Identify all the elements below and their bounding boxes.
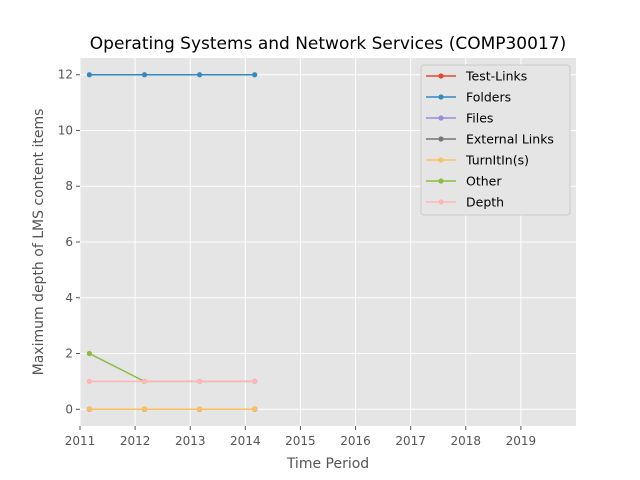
data-point (86, 72, 92, 78)
x-tick-label: 2013 (175, 434, 206, 448)
y-tick-label: 0 (65, 402, 73, 416)
legend-swatch-marker (438, 178, 444, 184)
y-tick-label: 2 (65, 347, 73, 361)
data-point (86, 406, 92, 412)
legend-label: Depth (466, 195, 504, 210)
series-depth (86, 378, 258, 384)
y-tick-label: 8 (65, 179, 73, 193)
x-tick-label: 2017 (395, 434, 426, 448)
data-point (252, 378, 258, 384)
y-tick-label: 12 (58, 68, 73, 82)
x-tick-label: 2018 (451, 434, 482, 448)
legend-label: Test-Links (465, 69, 527, 84)
data-point (252, 72, 258, 78)
data-point (196, 72, 203, 78)
legend-label: Folders (466, 90, 511, 105)
y-tick-label: 10 (58, 123, 73, 137)
legend-item: TurnItIn(s) (426, 153, 529, 168)
legend-item: Test-Links (426, 69, 527, 84)
data-point (141, 378, 148, 384)
x-tick-label: 2011 (65, 434, 96, 448)
legend-label: Other (466, 174, 502, 189)
data-point (141, 406, 148, 412)
legend-item: Files (426, 111, 493, 126)
data-point (252, 406, 258, 412)
data-point (86, 350, 92, 357)
y-axis-label: Maximum depth of LMS content items (31, 109, 47, 376)
series-folders (86, 72, 258, 78)
y-tick-label: 4 (65, 291, 73, 305)
y-tick-label: 6 (65, 235, 73, 249)
x-ticks: 2011 2012 2013 2014 2015 2016 2017 2018 2019 (65, 426, 536, 448)
x-tick-label: 2015 (285, 434, 316, 448)
x-tick-label: 2016 (340, 434, 371, 448)
legend-label: TurnItIn(s) (465, 153, 529, 168)
x-tick-label: 2014 (230, 434, 261, 448)
legend-item: External Links (426, 132, 554, 147)
data-point (196, 406, 203, 412)
legend-box (420, 64, 571, 216)
chart-title: Operating Systems and Network Services (… (90, 34, 566, 54)
x-tick-label: 2012 (120, 434, 151, 448)
series-layer (86, 72, 258, 412)
legend-label: External Links (466, 132, 554, 147)
legend-swatch-marker (438, 199, 444, 205)
legend-item: Depth (426, 195, 504, 210)
data-point (86, 378, 92, 384)
legend-swatch-marker (438, 136, 444, 142)
legend-swatch-marker (438, 73, 444, 79)
legend-swatch-marker (438, 157, 444, 163)
series-turnitin-s- (86, 406, 258, 412)
data-point (141, 72, 148, 78)
x-tick-label: 2019 (506, 434, 537, 448)
legend-item: Folders (426, 90, 511, 105)
data-point (196, 378, 203, 384)
legend-label: Files (466, 111, 493, 126)
legend-item: Other (426, 174, 502, 189)
legend: Test-Links Folders Files External Links Turn… (420, 64, 571, 216)
y-ticks: 0 2 4 6 8 10 12 (58, 68, 80, 416)
x-axis-label: Time Period (286, 456, 369, 472)
legend-swatch-marker (438, 115, 444, 121)
legend-swatch-marker (438, 94, 444, 100)
